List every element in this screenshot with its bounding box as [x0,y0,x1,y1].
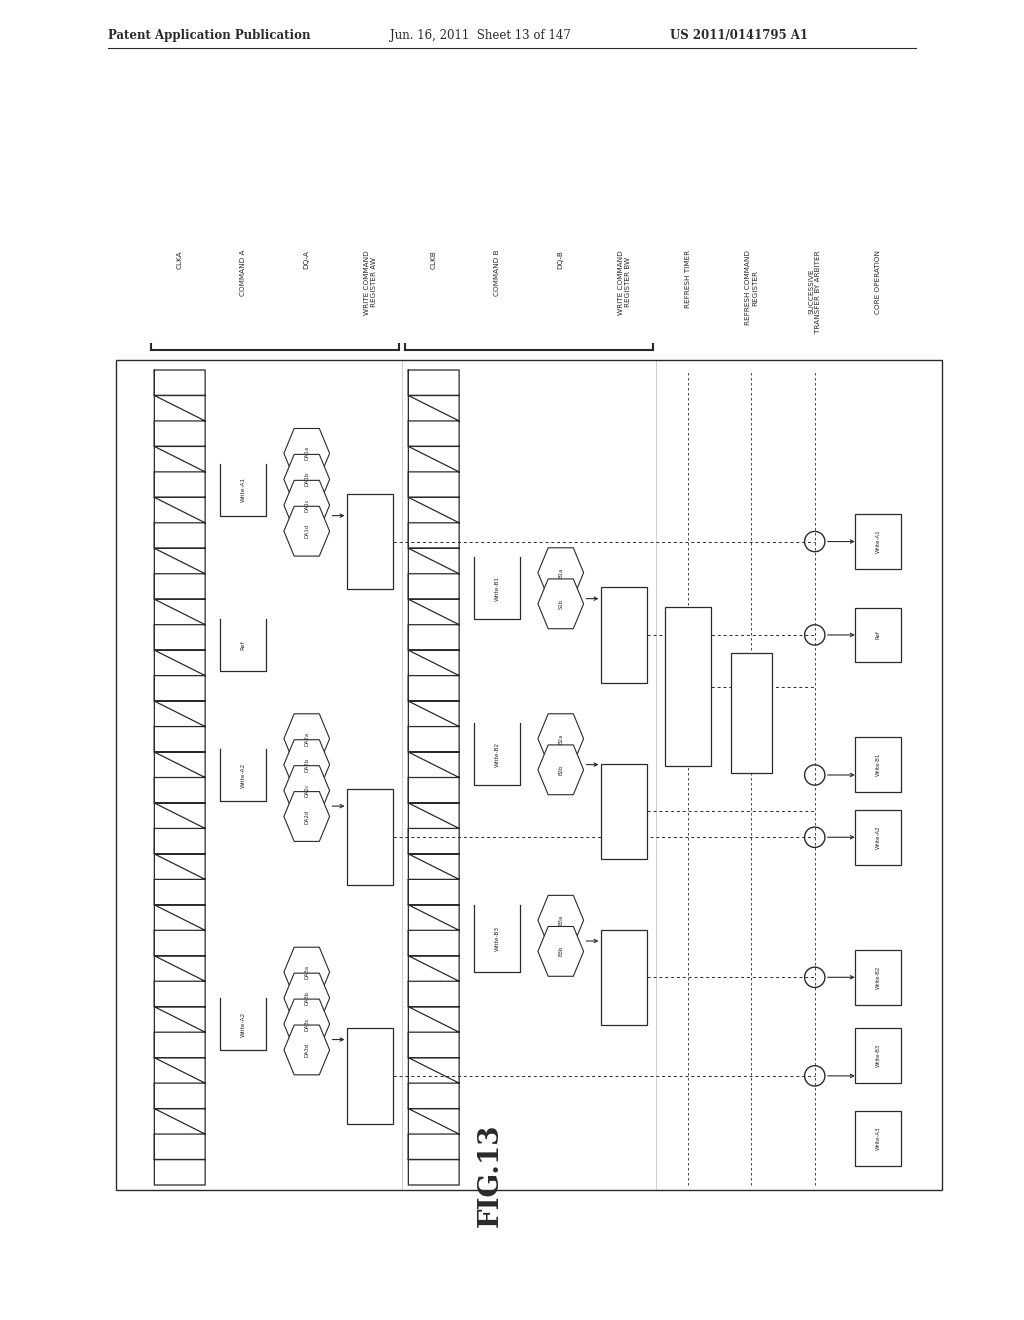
Text: Write-B3: Write-B3 [876,1043,881,1067]
Text: B3b: B3b [558,946,563,957]
Polygon shape [284,1026,330,1074]
Text: DA3d: DA3d [304,1043,309,1057]
Polygon shape [538,579,584,628]
Bar [855,1110,901,1166]
Text: DA3a: DA3a [304,965,309,979]
Polygon shape [538,714,584,763]
Text: Jun. 16, 2011  Sheet 13 of 147: Jun. 16, 2011 Sheet 13 of 147 [390,29,570,41]
Text: CLKA: CLKA [177,249,182,269]
Text: Ref: Ref [876,631,881,639]
Polygon shape [284,429,330,478]
Text: DA1c: DA1c [304,499,309,512]
Text: DA2c: DA2c [304,784,309,797]
Bar [117,360,942,1191]
Polygon shape [284,480,330,531]
Text: COMMAND A: COMMAND A [241,249,246,297]
Text: DA1a: DA1a [304,446,309,461]
Text: Write-A2: Write-A2 [241,763,246,788]
Text: CLKB: CLKB [431,249,437,269]
Text: DA1b: DA1b [304,473,309,487]
Text: DA3c: DA3c [304,1018,309,1031]
Bar [855,738,901,792]
Text: Write-A1: Write-A1 [876,529,881,553]
Text: DA2a: DA2a [304,731,309,746]
Text: S1b: S1b [558,599,563,609]
Text: Write-B2: Write-B2 [495,742,500,767]
Polygon shape [538,927,584,977]
Text: B2b: B2b [558,764,563,775]
Bar [855,810,901,865]
Polygon shape [538,548,584,598]
Text: B2a: B2a [558,734,563,743]
Text: COMMAND B: COMMAND B [495,249,501,297]
Polygon shape [538,744,584,795]
Bar [731,653,772,772]
Text: REFRESH TIMER: REFRESH TIMER [685,249,691,308]
Text: Ref: Ref [241,640,246,651]
Text: DA2b: DA2b [304,758,309,772]
Bar [855,1028,901,1082]
Bar [347,494,393,589]
Bar [347,1028,393,1123]
Bar [855,950,901,1005]
Polygon shape [284,766,330,816]
Text: SUCCESSIVE
TRANSFER BY ARBITER: SUCCESSIVE TRANSFER BY ARBITER [808,249,821,333]
Text: Write-B1: Write-B1 [876,752,881,776]
Text: WRITE COMMAND
REGISTER AW: WRITE COMMAND REGISTER AW [364,249,377,314]
Bar [601,763,647,859]
Polygon shape [284,973,330,1023]
Text: Write-A3: Write-A3 [876,1126,881,1150]
Polygon shape [284,999,330,1049]
Text: WRITE COMMAND
REGISTER BW: WRITE COMMAND REGISTER BW [617,249,631,314]
Bar [665,607,711,767]
Text: Write-A1: Write-A1 [241,477,246,502]
Bar [601,929,647,1026]
Text: Write-A2: Write-A2 [241,1011,246,1036]
Text: DQ-A: DQ-A [304,249,309,269]
Text: CORE OPERATION: CORE OPERATION [876,249,882,314]
Polygon shape [284,739,330,789]
Text: Write-B3: Write-B3 [495,925,500,950]
Text: DA1d: DA1d [304,524,309,539]
Bar [347,789,393,884]
Bar [855,607,901,663]
Text: FIG.13: FIG.13 [476,1123,504,1226]
Polygon shape [284,454,330,504]
Text: DA2d: DA2d [304,809,309,824]
Text: DQ-B: DQ-B [558,249,564,269]
Polygon shape [538,895,584,945]
Polygon shape [284,507,330,556]
Text: Patent Application Publication: Patent Application Publication [108,29,310,41]
Polygon shape [284,714,330,763]
Polygon shape [284,948,330,997]
Polygon shape [284,792,330,841]
Text: US 2011/0141795 A1: US 2011/0141795 A1 [670,29,808,41]
Text: B1a: B1a [558,568,563,578]
Text: Write-B2: Write-B2 [876,966,881,989]
Text: REFRESH COMMAND
REGISTER: REFRESH COMMAND REGISTER [744,249,758,325]
Text: Write-B1: Write-B1 [495,576,500,601]
Text: DA3b: DA3b [304,991,309,1005]
Bar [601,587,647,682]
Bar [855,515,901,569]
Text: Write-A2: Write-A2 [876,825,881,849]
Text: B3a: B3a [558,915,563,925]
